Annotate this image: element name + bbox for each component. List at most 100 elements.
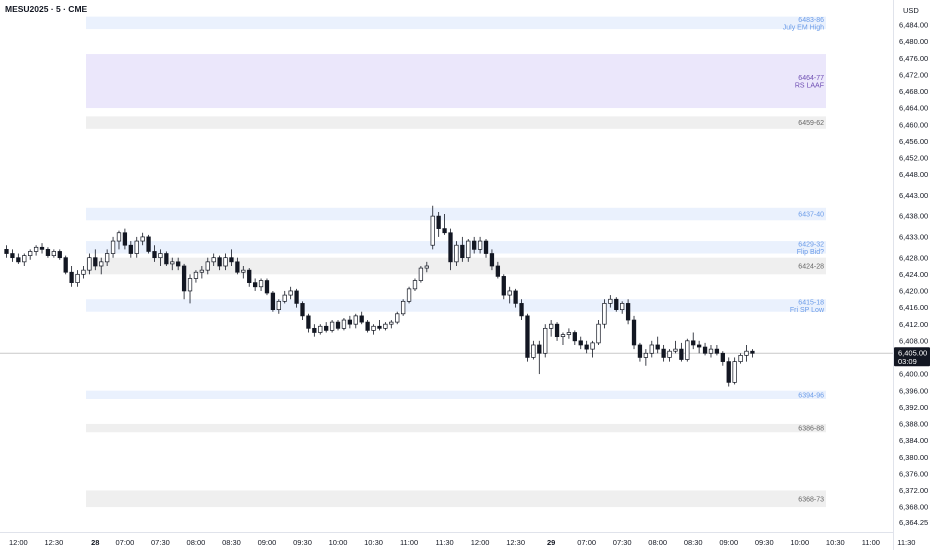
candle[interactable] — [537, 340, 542, 375]
candle[interactable] — [667, 349, 672, 362]
candle[interactable] — [418, 266, 424, 283]
candle[interactable] — [602, 299, 607, 329]
candle[interactable] — [631, 315, 637, 350]
candle[interactable] — [744, 344, 749, 362]
candle[interactable] — [294, 288, 299, 308]
candle[interactable] — [51, 249, 57, 258]
candle[interactable] — [442, 214, 447, 235]
candle[interactable] — [673, 340, 678, 354]
candle[interactable] — [513, 288, 518, 308]
candle[interactable] — [193, 270, 199, 283]
candle[interactable] — [430, 205, 435, 250]
candle[interactable] — [637, 342, 643, 362]
candle[interactable] — [519, 299, 524, 321]
candle[interactable] — [158, 249, 163, 266]
candle[interactable] — [495, 261, 501, 279]
candle[interactable] — [347, 315, 353, 329]
candle[interactable] — [81, 266, 86, 279]
candle[interactable] — [448, 228, 453, 271]
candle[interactable] — [341, 317, 347, 331]
candle[interactable] — [122, 228, 128, 250]
candle[interactable] — [714, 344, 720, 356]
candles[interactable] — [4, 205, 755, 387]
candle[interactable] — [655, 336, 660, 354]
candle[interactable] — [353, 313, 358, 329]
candle[interactable] — [270, 290, 276, 312]
candle[interactable] — [489, 249, 495, 271]
candle[interactable] — [543, 324, 548, 358]
candle[interactable] — [614, 297, 619, 312]
candle[interactable] — [22, 253, 27, 266]
candle[interactable] — [211, 253, 216, 266]
candle[interactable] — [548, 320, 554, 337]
candle[interactable] — [306, 313, 311, 333]
candle[interactable] — [560, 332, 566, 345]
candle[interactable] — [33, 245, 39, 256]
candle[interactable] — [708, 344, 714, 358]
candle[interactable] — [235, 257, 240, 275]
candle[interactable] — [181, 263, 187, 300]
candle[interactable] — [483, 238, 489, 258]
candle[interactable] — [584, 340, 589, 354]
candle[interactable] — [472, 236, 477, 254]
candle[interactable] — [424, 261, 429, 273]
candle[interactable] — [93, 249, 98, 271]
candle[interactable] — [128, 241, 133, 258]
candle[interactable] — [696, 340, 702, 354]
candle[interactable] — [395, 311, 400, 325]
candle[interactable] — [702, 342, 708, 356]
candle[interactable] — [507, 286, 512, 304]
candle[interactable] — [300, 301, 305, 321]
candle[interactable] — [359, 311, 364, 325]
candle[interactable] — [466, 238, 471, 262]
candle[interactable] — [400, 299, 406, 316]
candle[interactable] — [99, 257, 104, 275]
candle[interactable] — [57, 249, 62, 260]
candle[interactable] — [625, 299, 631, 325]
candle[interactable] — [252, 278, 258, 291]
candle[interactable] — [389, 320, 394, 329]
candle[interactable] — [247, 268, 252, 287]
candle[interactable] — [187, 274, 193, 304]
candle[interactable] — [572, 330, 577, 345]
candle[interactable] — [140, 232, 145, 246]
candle[interactable] — [164, 251, 169, 266]
candle[interactable] — [531, 340, 536, 360]
candle[interactable] — [596, 320, 601, 345]
candle[interactable] — [371, 324, 376, 335]
candle[interactable] — [679, 342, 684, 362]
candle[interactable] — [312, 324, 317, 337]
candle[interactable] — [318, 324, 323, 335]
candle[interactable] — [750, 349, 755, 358]
candle[interactable] — [282, 290, 287, 304]
candle[interactable] — [116, 230, 122, 250]
candle[interactable] — [146, 234, 151, 254]
candle[interactable] — [412, 278, 418, 291]
candle[interactable] — [39, 243, 45, 254]
candle[interactable] — [152, 245, 157, 262]
candle[interactable] — [590, 340, 595, 358]
candle[interactable] — [229, 249, 234, 266]
candle[interactable] — [685, 338, 690, 362]
candle[interactable] — [241, 266, 246, 279]
candle[interactable] — [324, 322, 329, 333]
candle[interactable] — [720, 351, 725, 366]
currency-label[interactable]: USD — [903, 6, 919, 15]
candle[interactable] — [566, 328, 572, 339]
candle[interactable] — [406, 286, 412, 304]
candle[interactable] — [501, 274, 506, 300]
candle[interactable] — [436, 211, 441, 237]
candle[interactable] — [264, 278, 270, 296]
candle[interactable] — [454, 241, 459, 266]
candle[interactable] — [134, 236, 139, 258]
candle[interactable] — [69, 266, 74, 287]
candle[interactable] — [620, 301, 625, 314]
candle[interactable] — [276, 299, 281, 314]
candle[interactable] — [578, 336, 583, 350]
candle[interactable] — [75, 270, 80, 287]
candle[interactable] — [176, 257, 181, 271]
candle[interactable] — [477, 236, 483, 254]
candle[interactable] — [732, 357, 737, 385]
candle[interactable] — [377, 320, 382, 331]
